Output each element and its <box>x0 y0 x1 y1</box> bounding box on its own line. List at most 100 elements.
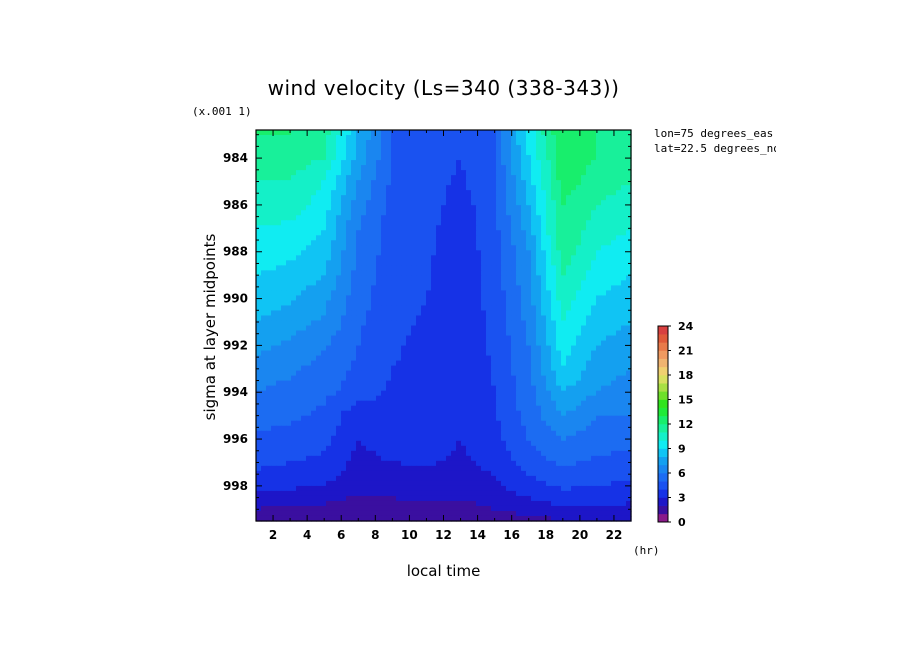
heatmap-cell <box>486 310 492 317</box>
heatmap-cell <box>306 190 312 196</box>
heatmap-cell <box>406 325 412 332</box>
heatmap-cell <box>441 270 447 276</box>
heatmap-cell <box>541 370 547 377</box>
heatmap-cell <box>311 400 317 407</box>
heatmap-cell <box>536 245 542 251</box>
heatmap-cell <box>351 430 357 437</box>
heatmap-cell <box>491 405 497 412</box>
heatmap-cell <box>406 335 412 342</box>
heatmap-cell <box>351 360 357 367</box>
heatmap-cell <box>571 345 577 352</box>
heatmap-cell <box>501 455 507 462</box>
heatmap-cell <box>576 370 582 377</box>
heatmap-cell <box>371 395 377 402</box>
heatmap-cell <box>326 310 332 317</box>
heatmap-cell <box>286 430 292 437</box>
heatmap-cell <box>466 265 472 271</box>
heatmap-cell <box>401 230 407 236</box>
heatmap-cell <box>606 335 612 342</box>
heatmap-cell <box>411 140 417 146</box>
heatmap-cell <box>431 315 437 322</box>
heatmap-cell <box>456 195 462 201</box>
heatmap-cell <box>401 330 407 337</box>
heatmap-cell <box>396 230 402 236</box>
heatmap-cell <box>571 220 577 226</box>
heatmap-cell <box>436 310 442 317</box>
heatmap-cell <box>601 220 607 226</box>
heatmap-cell <box>326 395 332 402</box>
heatmap-cell <box>516 420 522 427</box>
heatmap-cell <box>371 235 377 241</box>
heatmap-cell <box>491 275 497 281</box>
heatmap-cell <box>286 355 292 362</box>
heatmap-cell <box>366 190 372 196</box>
heatmap-cell <box>481 255 487 261</box>
heatmap-cell <box>506 300 512 307</box>
heatmap-cell <box>601 140 607 146</box>
heatmap-cell <box>366 155 372 161</box>
heatmap-cell <box>331 455 337 462</box>
heatmap-cell <box>301 170 307 176</box>
heatmap-cell <box>416 140 422 146</box>
heatmap-cell <box>576 415 582 422</box>
heatmap-cell <box>416 410 422 417</box>
heatmap-cell <box>406 445 412 452</box>
heatmap-cell <box>261 280 267 286</box>
heatmap-cell <box>501 280 507 286</box>
heatmap-cell <box>361 135 367 141</box>
heatmap-cell <box>361 275 367 281</box>
heatmap-cell <box>436 295 442 302</box>
heatmap-cell <box>566 335 572 342</box>
heatmap-cell <box>386 350 392 357</box>
heatmap-cell <box>541 410 547 417</box>
heatmap-cell <box>321 330 327 337</box>
heatmap-cell <box>466 295 472 302</box>
heatmap-cell <box>311 140 317 146</box>
heatmap-cell <box>336 365 342 372</box>
heatmap-cell <box>316 130 322 136</box>
heatmap-cell <box>616 140 622 146</box>
heatmap-cell <box>436 290 442 297</box>
heatmap-cell <box>501 430 507 437</box>
heatmap-cell <box>511 295 517 302</box>
heatmap-cell <box>501 350 507 357</box>
heatmap-cell <box>296 280 302 286</box>
heatmap-cell <box>576 420 582 427</box>
heatmap-cell <box>541 305 547 312</box>
heatmap-cell <box>466 260 472 266</box>
heatmap-cell <box>591 400 597 407</box>
heatmap-cell <box>401 400 407 407</box>
heatmap-cell <box>281 190 287 196</box>
heatmap-cell <box>351 265 357 271</box>
heatmap-cell <box>381 305 387 312</box>
heatmap-cell <box>621 450 627 457</box>
heatmap-cell <box>471 355 477 362</box>
heatmap-cell <box>371 275 377 281</box>
heatmap-cell <box>426 170 432 176</box>
heatmap-cell <box>366 435 372 442</box>
heatmap-cell <box>541 270 547 276</box>
heatmap-cell <box>451 230 457 236</box>
heatmap-cell <box>526 435 532 442</box>
heatmap-cell <box>281 345 287 352</box>
heatmap-cell <box>336 175 342 181</box>
heatmap-cell <box>261 335 267 342</box>
heatmap-cell <box>571 445 577 452</box>
heatmap-cell <box>436 380 442 387</box>
heatmap-cell <box>406 200 412 206</box>
heatmap-cell <box>501 390 507 397</box>
heatmap-cell <box>386 400 392 407</box>
heatmap-cell <box>396 250 402 256</box>
heatmap-cell <box>561 330 567 337</box>
heatmap-cell <box>591 265 597 271</box>
heatmap-cell <box>626 200 632 206</box>
heatmap-cell <box>351 405 357 412</box>
heatmap-cell <box>581 350 587 357</box>
heatmap-cell <box>566 130 572 136</box>
heatmap-cell <box>346 350 352 357</box>
heatmap-cell <box>271 180 277 186</box>
heatmap-cell <box>596 290 602 297</box>
heatmap-cell <box>611 360 617 367</box>
heatmap-cell <box>371 250 377 256</box>
heatmap-cell <box>471 170 477 176</box>
